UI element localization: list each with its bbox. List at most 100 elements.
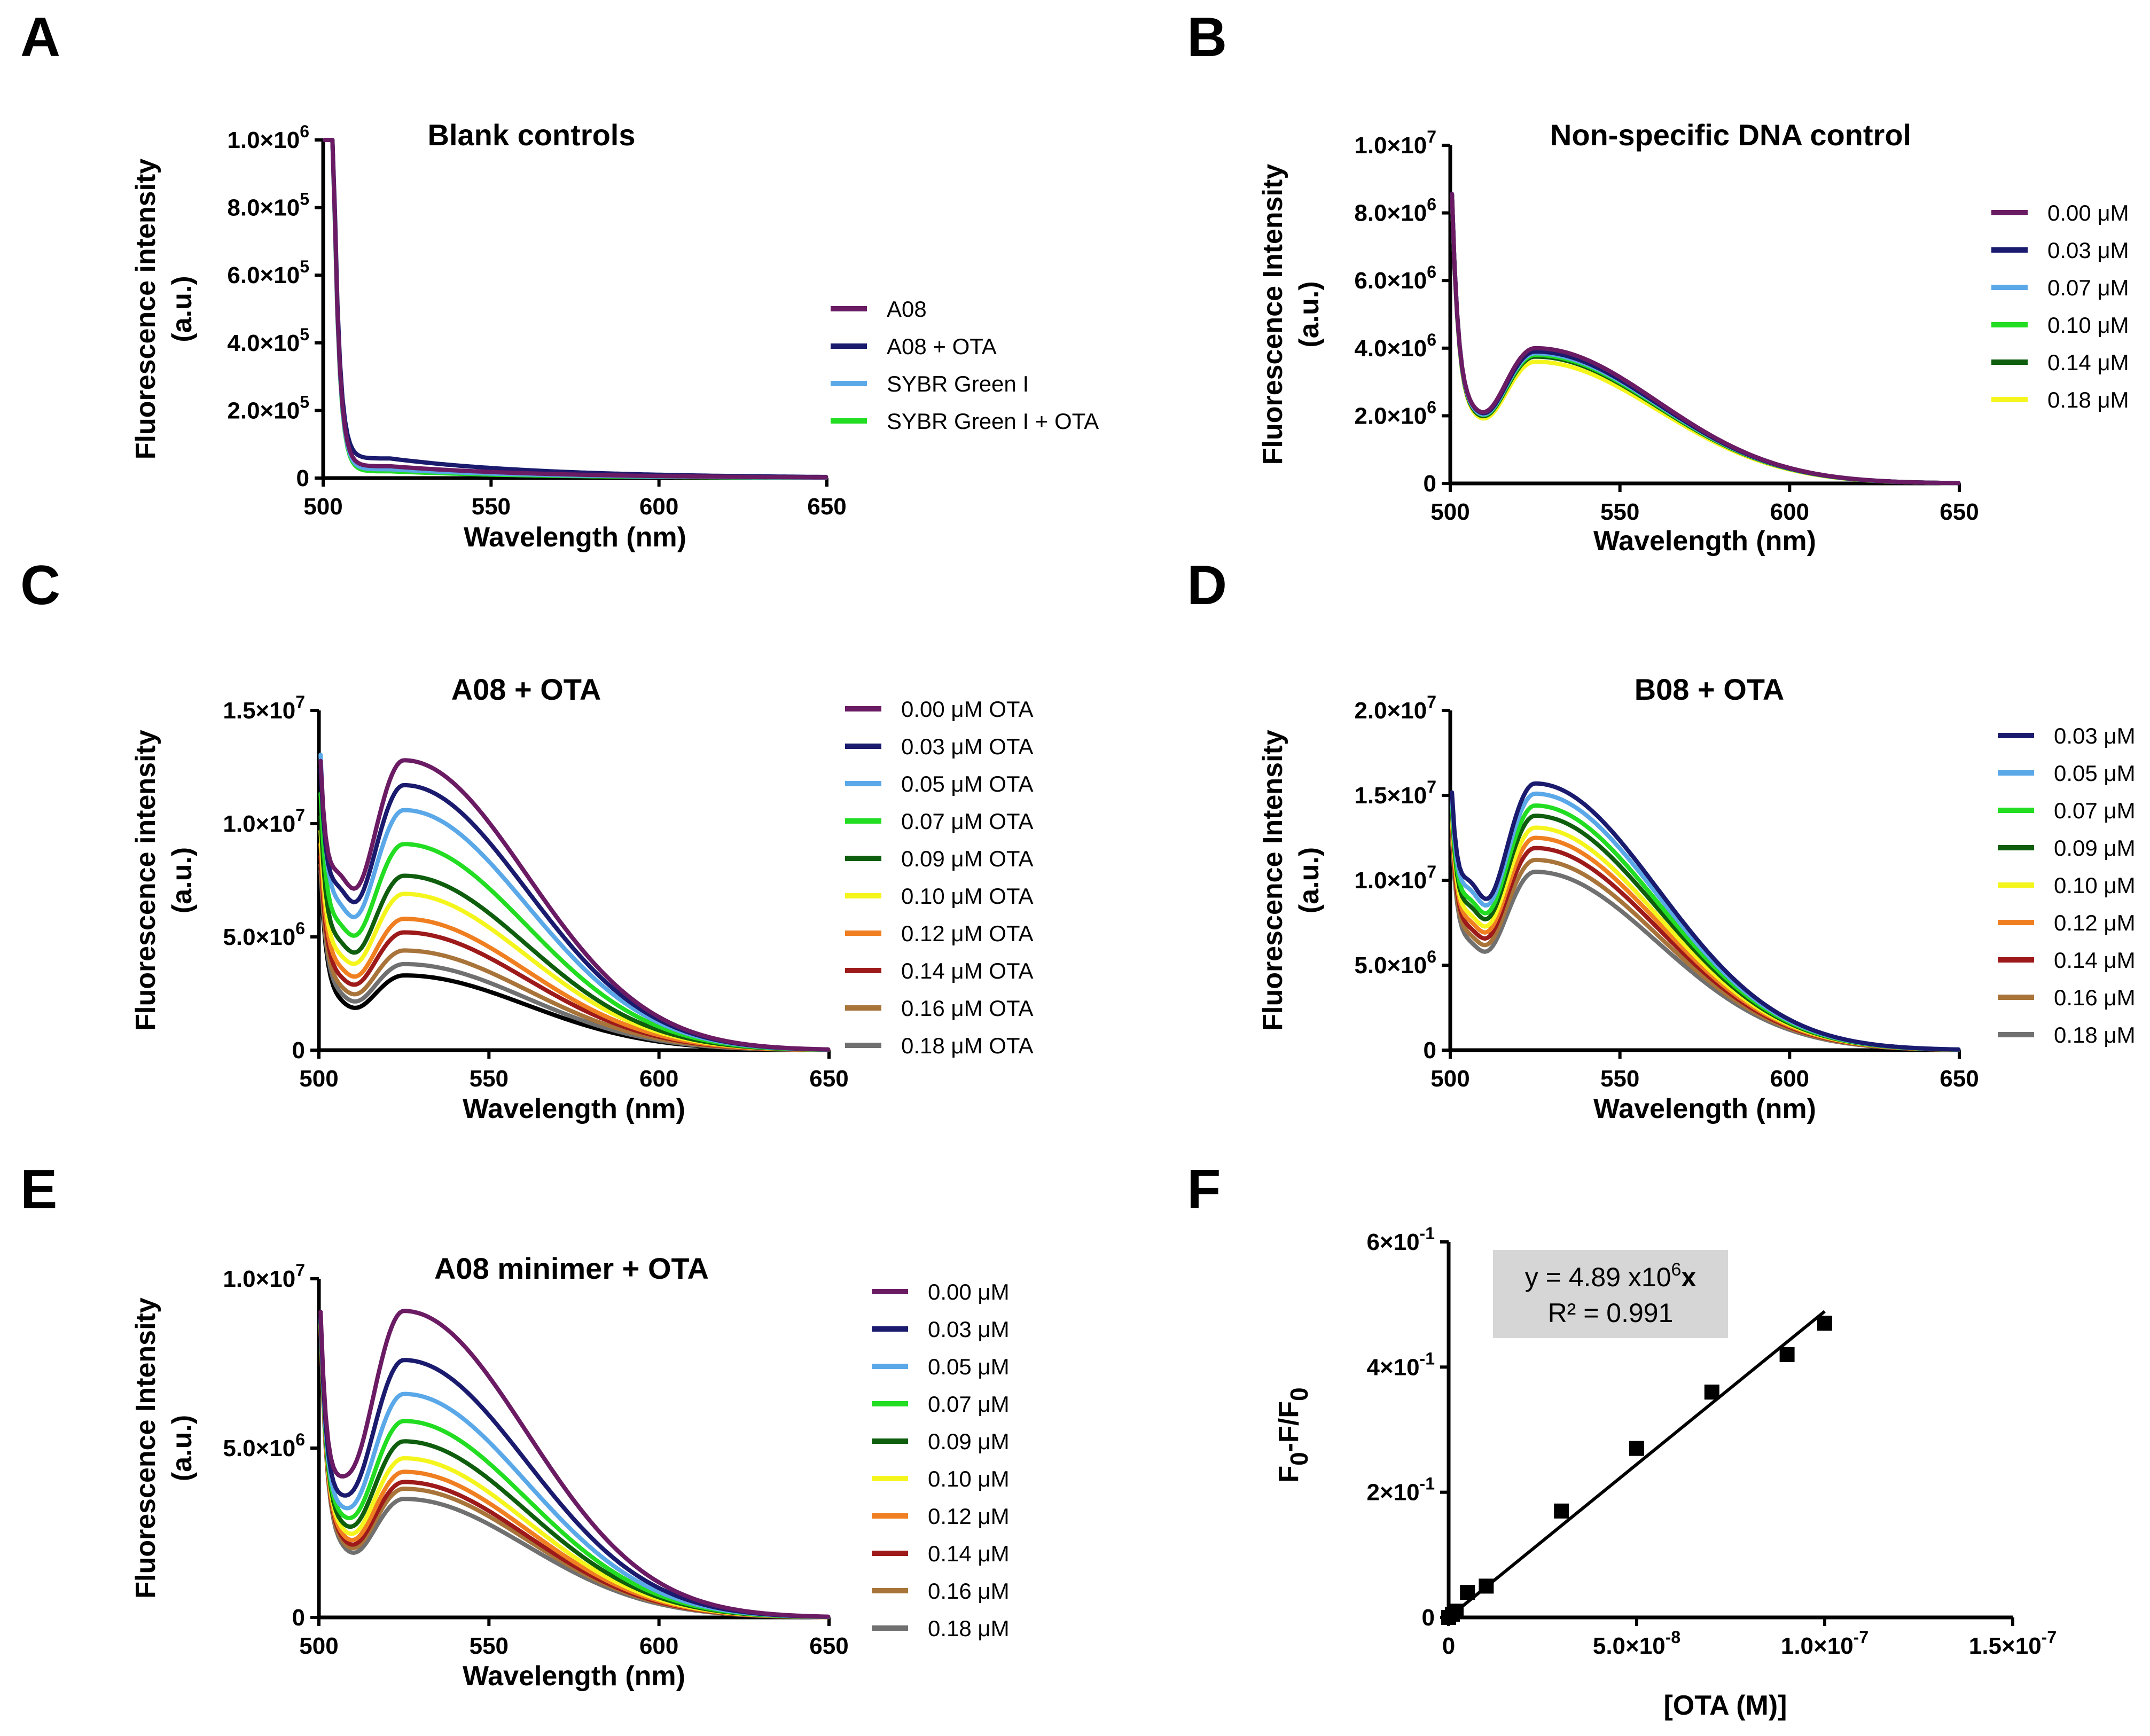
legend-label: 0.18 μM OTA [901,1033,1034,1058]
y-axis-title-unit: (a.u.) [167,276,198,342]
series-line [1450,781,1961,1052]
legend-label: 0.16 μM [2054,985,2136,1010]
x-tick-label: 550 [1600,499,1639,525]
series-line [1450,819,1961,1052]
panel-letter: F [1187,1159,1221,1221]
x-axis-title: Wavelength (nm) [463,1093,685,1124]
series-line [1450,192,1961,486]
x-axis-title: Wavelength (nm) [464,522,686,553]
legend-label: 0.10 μM OTA [901,883,1034,909]
y-tick-label: 4.0×105 [227,325,309,356]
legend-label: 0.09 μM OTA [901,846,1034,871]
y-tick-label: 0 [296,465,309,491]
data-point [1460,1585,1475,1600]
legend-label: 0.00 μM OTA [901,697,1034,722]
legend-label: 0.03 μM [928,1317,1010,1342]
legend-label: 0.14 μM [2047,350,2129,375]
y-tick-label: 0 [292,1037,305,1064]
chart-title: A08 + OTA [451,672,601,706]
legend-label: 0.03 μM OTA [901,734,1034,759]
y-tick-label: 4.0×106 [1354,330,1436,362]
chart-title: B08 + OTA [1635,672,1785,706]
r-squared-text: R² = 0.991 [1548,1298,1674,1328]
legend-label: SYBR Green I + OTA [887,409,1099,434]
data-point [1449,1604,1464,1619]
legend-label: 0.18 μM [928,1616,1010,1641]
y-tick-label: 2.0×105 [227,392,309,424]
legend-label: 0.07 μM [2047,275,2129,300]
x-tick-label: 650 [1940,1066,1979,1092]
legend-label: 0.09 μM [2054,835,2136,861]
legend-label: 0.16 μM OTA [901,996,1034,1021]
legend-label: 0.05 μM [928,1354,1010,1379]
x-tick-label: 550 [470,1066,509,1092]
series-line [323,138,828,479]
legend-label: 0.12 μM [2054,910,2136,935]
x-tick-label: 0 [1442,1633,1455,1659]
y-axis-title-unit: (a.u.) [1294,847,1325,913]
series-line [1450,830,1961,1052]
legend-label: 0.18 μM [2047,387,2129,412]
y-axis-title: Fluorescence intensity [130,730,161,1031]
data-point [1554,1503,1569,1519]
y-tick-label: 8.0×106 [1354,195,1436,226]
legend-label: A08 [887,296,927,322]
legend-label: A08 + OTA [887,334,997,359]
data-point [1629,1441,1644,1456]
x-tick-label: 600 [1770,1066,1809,1092]
legend-label: 0.05 μM [2054,761,2136,786]
y-tick-label: 1.0×107 [223,806,305,837]
x-tick-label: 650 [1940,499,1979,525]
panel-letter: D [1187,554,1227,616]
y-axis-title-unit: (a.u.) [167,847,198,913]
panel-b: B 0 2.0×106 4.0×106 6.0×106 8.0×106 1.0×107 500… [1187,6,2129,557]
y-tick-label: 2.0×106 [1354,397,1436,429]
series-line [323,138,828,480]
panel-e: E 0 5.0×106 1.0×107 500 550 600 650 Wavelength (… [20,1159,1010,1692]
legend-label: SYBR Green I [887,371,1029,396]
data-point [1779,1347,1795,1362]
y-tick-label: 5.0×106 [1354,947,1436,979]
panel-a: A 0 2.0×105 4.0×105 6.0×105 8.0×105 1.0×106 500… [20,6,1099,553]
y-axis-title-unit: (a.u.) [167,1415,198,1481]
x-tick-label: 550 [1600,1066,1639,1092]
y-tick-label: 5.0×106 [223,1430,305,1461]
data-point [1704,1385,1719,1400]
y-tick-label: 6.0×105 [227,257,309,288]
y-tick-label: 1.0×107 [1354,127,1436,159]
y-tick-label: 0 [1422,1605,1435,1631]
x-tick-label: 650 [809,1633,848,1659]
series-line [1450,808,1961,1052]
legend-label: 0.07 μM [2054,798,2136,823]
series-line [318,758,831,1052]
series-line [1450,193,1961,486]
y-tick-label: 1.0×106 [227,122,309,153]
equation-text: y = 4.89 x106x [1525,1260,1696,1292]
x-axis-title: Wavelength (nm) [1593,1093,1816,1124]
series-line [1450,192,1961,486]
legend-label: 0.14 μM OTA [901,958,1034,983]
y-tick-label: 0 [1424,471,1436,497]
y-tick-label: 6.0×106 [1354,262,1436,294]
chart-title: Non-specific DNA control [1550,118,1911,152]
y-tick-label: 1.5×107 [223,692,305,724]
x-tick-label: 500 [303,494,342,520]
y-tick-label: 8.0×105 [227,190,309,221]
x-tick-label: 500 [1430,499,1469,525]
legend-label: 0.09 μM [928,1429,1010,1454]
y-tick-label: 1.0×107 [223,1261,305,1292]
legend-label: 0.18 μM [2054,1022,2136,1047]
y-axis-title: Fluorescence Intensity [130,1297,161,1599]
y-tick-label: 1.0×107 [1354,862,1436,894]
legend-label: 0.16 μM [928,1578,1010,1604]
series-line [318,1309,831,1619]
legend-label: 0.10 μM [928,1466,1010,1491]
legend-label: 0.07 μM [928,1391,1010,1417]
legend-label: 0.12 μM OTA [901,921,1034,946]
y-axis-title-unit: (a.u.) [1294,281,1325,347]
panel-letter: A [20,6,60,68]
legend-label: 0.03 μM [2054,723,2136,748]
legend-label: 0.07 μM OTA [901,809,1034,834]
y-axis-title: F0-F/F0 [1273,1387,1313,1482]
